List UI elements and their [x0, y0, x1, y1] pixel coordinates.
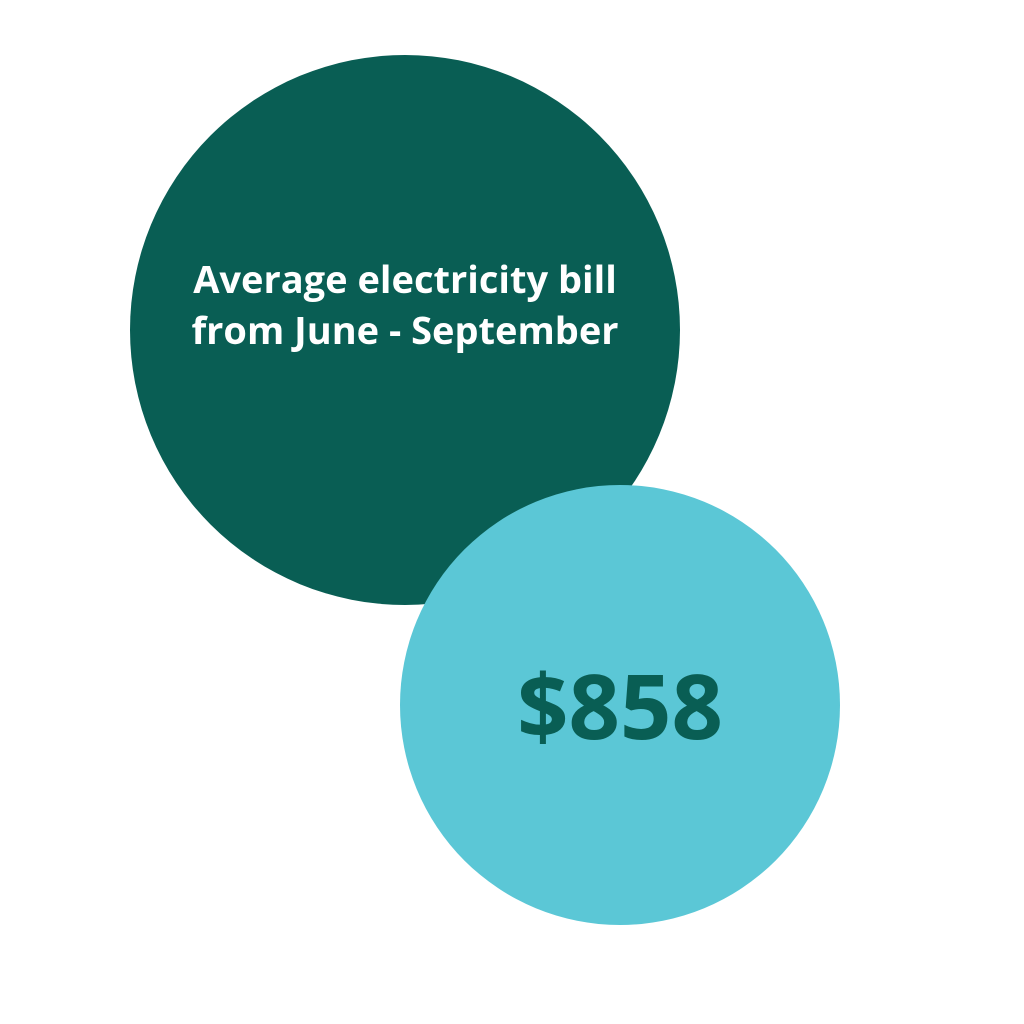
value-text: $858 [517, 644, 723, 766]
value-circle: $858 [400, 485, 840, 925]
label-text: Average electricity bill from June - Sep… [130, 254, 680, 357]
